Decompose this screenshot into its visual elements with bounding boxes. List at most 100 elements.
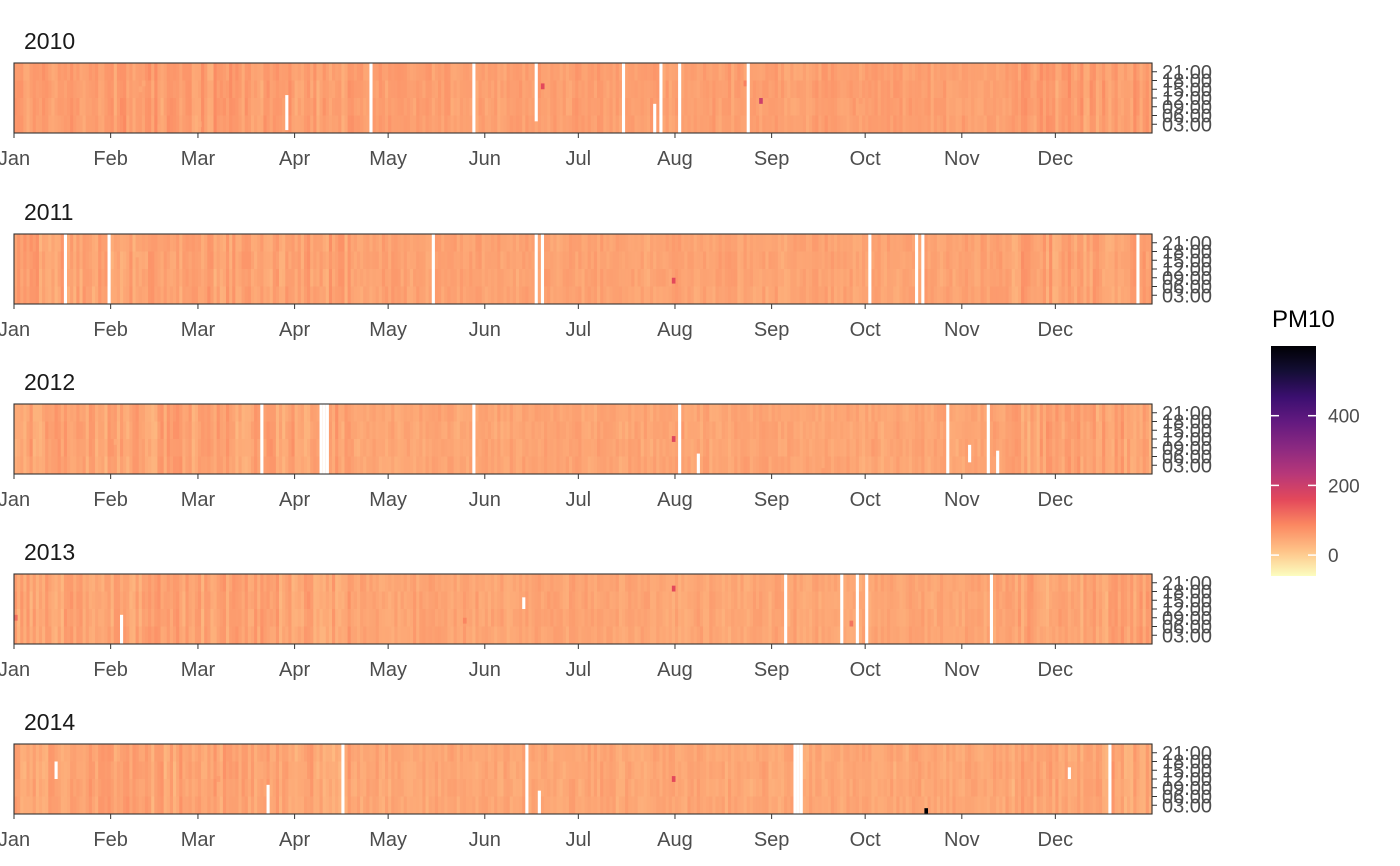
heatmap-cell <box>665 286 670 305</box>
heatmap-cell <box>394 269 399 287</box>
heatmap-cell <box>643 439 648 457</box>
heatmap-cell <box>151 626 155 645</box>
heatmap-cell <box>67 626 71 645</box>
heatmap-cell <box>462 63 467 81</box>
heatmap-cell <box>154 80 159 99</box>
heatmap-cell <box>958 421 963 440</box>
heatmap-cell <box>88 609 93 627</box>
heatmap-cell <box>1074 404 1078 422</box>
heatmap-cell <box>250 609 255 627</box>
heatmap-cell <box>400 421 405 440</box>
heatmap-cell <box>1033 404 1038 422</box>
heatmap-cell <box>207 439 212 457</box>
heatmap-cell <box>1145 80 1150 99</box>
heatmap-cell <box>185 574 190 592</box>
heatmap-cell <box>1039 98 1044 116</box>
heatmap-cell <box>1011 456 1016 475</box>
heatmap-cell <box>325 286 330 305</box>
heatmap-cell <box>79 456 84 475</box>
heatmap-cell <box>129 269 134 287</box>
heatmap-cell <box>279 63 283 81</box>
heatmap-cell <box>141 63 146 81</box>
heatmap-cell <box>905 439 910 457</box>
heatmap-cell <box>911 80 916 99</box>
heatmap-cell <box>491 404 495 422</box>
heatmap-cell <box>780 63 785 81</box>
heatmap-cell <box>73 286 77 305</box>
heatmap-cell <box>60 574 65 592</box>
heatmap-cell <box>244 626 249 645</box>
heatmap-cell <box>313 609 318 627</box>
heatmap-cell <box>107 439 112 457</box>
heatmap-cell <box>313 421 318 440</box>
heatmap-cell <box>1095 98 1100 116</box>
heatmap-cell <box>1080 269 1085 287</box>
heatmap-cell <box>809 404 813 422</box>
heatmap-cell <box>288 404 293 422</box>
heatmap-cell <box>154 456 159 475</box>
heatmap-cell <box>509 456 514 475</box>
heatmap-cell <box>515 63 520 81</box>
heatmap-cell <box>1127 404 1131 422</box>
heatmap-cell <box>871 251 876 270</box>
heatmap-cell <box>79 439 84 457</box>
month-label: Oct <box>850 148 882 170</box>
heatmap-cell <box>360 456 364 475</box>
heatmap-cell <box>478 115 483 134</box>
heatmap-cell <box>466 404 470 422</box>
heatmap-cell <box>852 98 857 116</box>
heatmap-cell <box>1148 456 1153 475</box>
heatmap-cell <box>219 115 224 134</box>
heatmap-cell <box>129 63 134 81</box>
heatmap-cell <box>1080 286 1085 305</box>
heatmap-cell <box>871 439 876 457</box>
heatmap-cell <box>1127 269 1131 287</box>
heatmap-cell <box>943 251 947 270</box>
heatmap-cell <box>996 80 1000 99</box>
heatmap-cell <box>166 421 171 440</box>
heatmap-cell <box>388 251 392 270</box>
heatmap-cell <box>400 115 405 134</box>
heatmap-cell <box>76 591 81 610</box>
heatmap-cell <box>494 269 498 287</box>
heatmap-cell <box>51 115 56 134</box>
heatmap-cell <box>42 286 46 305</box>
heatmap-cell <box>45 609 49 627</box>
heatmap-cell <box>116 269 121 287</box>
heatmap-cell <box>60 80 65 99</box>
heatmap-cell <box>650 439 654 457</box>
heatmap-cell <box>1123 456 1128 475</box>
heatmap-cell <box>272 115 277 134</box>
heatmap-cell <box>628 456 632 475</box>
heatmap-cell <box>244 80 249 99</box>
heatmap-cell <box>609 404 614 422</box>
missing-data <box>322 404 326 474</box>
heatmap-cell <box>593 439 598 457</box>
heatmap-cell <box>250 626 255 645</box>
heatmap-cell <box>213 626 218 645</box>
heatmap-cell <box>656 234 660 252</box>
heatmap-cell <box>391 80 395 99</box>
heatmap-cell <box>537 439 542 457</box>
heatmap-cell <box>254 421 258 440</box>
heatmap-cell <box>385 286 389 305</box>
month-label: Nov <box>944 489 980 511</box>
heatmap-cell <box>964 63 969 81</box>
heatmap-cell <box>303 439 308 457</box>
heatmap-cell <box>687 80 692 99</box>
heatmap-cell <box>544 439 548 457</box>
heatmap-cell <box>434 115 439 134</box>
heatmap-cell <box>955 234 960 252</box>
heatmap-cell <box>597 234 601 252</box>
heatmap-cell <box>980 456 985 475</box>
heatmap-cell <box>1049 439 1053 457</box>
heatmap-cell <box>1095 115 1100 134</box>
missing-data <box>540 234 545 304</box>
heatmap-cell <box>344 626 349 645</box>
heatmap-cell <box>57 63 62 81</box>
heatmap-cell <box>983 251 988 270</box>
heatmap-cell <box>176 115 180 134</box>
heatmap-cell <box>568 269 573 287</box>
heatmap-cell <box>537 269 542 287</box>
heatmap-cell <box>487 439 492 457</box>
